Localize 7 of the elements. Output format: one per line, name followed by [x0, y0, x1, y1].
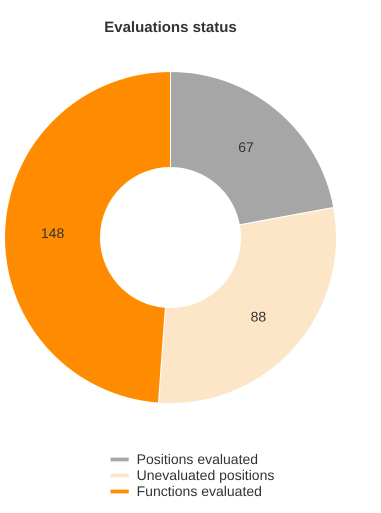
data-label: 148 [40, 225, 64, 242]
legend-label: Positions evaluated [136, 451, 258, 467]
chart-title: Evaluations status [104, 19, 237, 36]
legend-label: Functions evaluated [136, 483, 262, 499]
legend-label: Unevaluated positions [136, 467, 274, 483]
data-label: 88 [250, 308, 266, 324]
data-label: 67 [238, 138, 254, 155]
